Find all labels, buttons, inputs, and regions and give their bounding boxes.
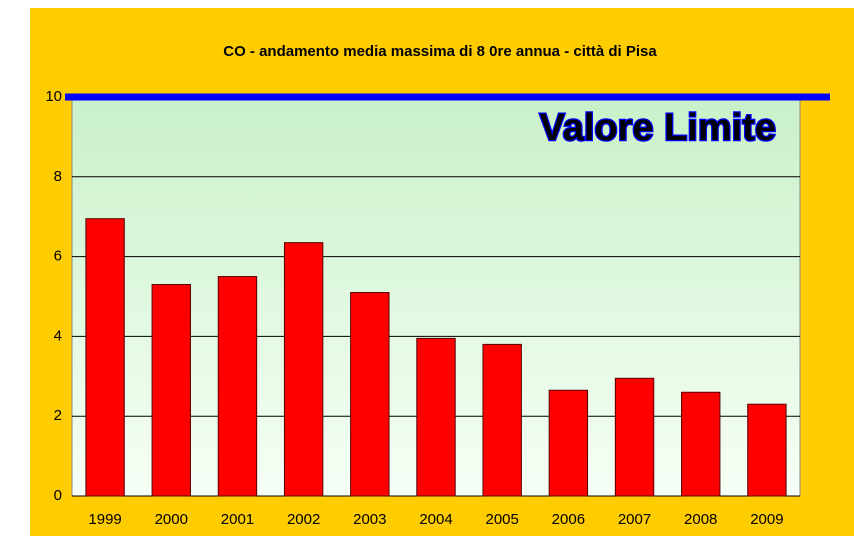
chart-title: CO - andamento media massima di 8 0re an… bbox=[223, 43, 657, 60]
x-tick-label: 2009 bbox=[750, 511, 783, 528]
bar bbox=[151, 284, 191, 497]
x-tick-label: 2008 bbox=[684, 511, 717, 528]
x-tick-label: 2000 bbox=[155, 511, 188, 528]
x-tick-label: 2006 bbox=[552, 511, 585, 528]
bar bbox=[747, 403, 787, 497]
y-tick-label: 10 bbox=[45, 88, 62, 105]
bar bbox=[85, 218, 125, 497]
x-tick-label: 2007 bbox=[618, 511, 651, 528]
x-tick-label: 2001 bbox=[221, 511, 254, 528]
limit-label: Valore Limite bbox=[539, 107, 776, 149]
x-tick-label: 2005 bbox=[485, 511, 518, 528]
bar bbox=[482, 343, 522, 497]
x-tick-label: 1999 bbox=[88, 511, 121, 528]
x-tick-label: 2004 bbox=[419, 511, 452, 528]
bar bbox=[283, 242, 324, 497]
bar bbox=[681, 391, 721, 497]
bar bbox=[548, 389, 589, 497]
bar bbox=[350, 292, 390, 497]
bar bbox=[614, 377, 655, 497]
x-tick-label: 2003 bbox=[353, 511, 386, 528]
y-tick-label: 2 bbox=[54, 407, 62, 424]
x-tick-label: 2002 bbox=[287, 511, 320, 528]
y-tick-label: 8 bbox=[54, 168, 62, 185]
y-tick-label: 0 bbox=[54, 487, 62, 504]
bar bbox=[217, 276, 258, 497]
y-tick-label: 6 bbox=[54, 248, 62, 265]
bar bbox=[416, 337, 456, 497]
y-tick-label: 4 bbox=[54, 327, 62, 344]
